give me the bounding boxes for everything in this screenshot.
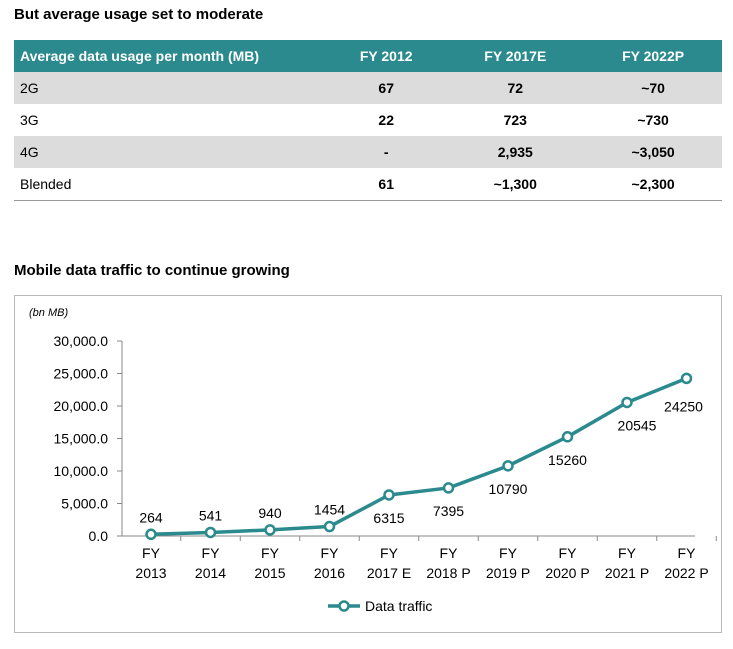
data-label: 6315 [373,510,404,526]
table-row: 4G - 2,935 ~3,050 [14,136,722,168]
x-tick-label: FY 2018 P [426,545,470,581]
data-label: 15260 [548,452,587,468]
chart-title: Mobile data traffic to continue growing [14,262,290,279]
y-unit-label: (bn MB) [29,307,68,319]
header-metric: Average data usage per month (MB) [14,40,326,72]
y-tick-label: 15,000.0 [54,431,109,447]
x-tick-label: FY 2016 [314,545,345,581]
header-fy2022p: FY 2022P [584,40,722,72]
data-label: 264 [139,509,163,525]
data-point [442,482,455,494]
legend-label: Data traffic [365,598,432,614]
data-label: 1454 [314,502,345,518]
cell-value: - [326,136,447,168]
row-label: 4G [14,136,326,168]
y-tick-label: 30,000.0 [54,333,109,349]
x-tick-label: FY 2020 P [545,545,589,581]
legend-marker [338,600,350,612]
cell-value: ~3,050 [584,136,722,168]
data-point [264,524,276,536]
data-point [561,431,574,443]
header-fy2017e: FY 2017E [446,40,585,72]
cell-value: ~730 [637,112,669,128]
data-point [145,528,157,541]
cell-value: 22 [378,112,394,128]
y-tick-label: 20,000.0 [54,398,109,414]
table-header-row: Average data usage per month (MB) FY 201… [14,40,722,72]
data-label: 7395 [433,503,464,519]
data-label: 20545 [618,417,657,433]
x-tick-label: FY 2022 P [664,545,708,581]
data-label: 24250 [664,398,703,414]
cell-value: ~2,300 [584,168,722,201]
table-row: Blended 61 ~1,300 ~2,300 [14,168,722,201]
cell-value: 61 [326,168,447,201]
x-tick-label: FY 2017 E [367,545,411,581]
table-title: But average usage set to moderate [14,6,264,23]
data-point [502,460,514,472]
x-tick-label: FY 2021 P [605,545,649,581]
data-label: 10790 [489,481,528,497]
usage-table: Average data usage per month (MB) FY 201… [14,40,722,201]
y-tick-label: 5,000.0 [61,496,108,512]
x-tick-label: FY 2013 [135,545,166,581]
header-fy2012: FY 2012 [326,40,447,72]
row-label: 2G [14,72,326,104]
x-tick-label: FY 2015 [254,545,285,581]
data-point [383,489,395,501]
y-tick-label: 25,000.0 [54,366,109,382]
line-chart: (bn MB) 0.0 5,000.0 10,000.0 15,000.0 20,000.… [14,295,722,633]
data-label: 940 [258,505,282,521]
y-tick-label: 0.0 [89,528,109,544]
cell-value: 723 [503,112,527,128]
cell-value: ~70 [584,72,722,104]
x-tick-label: FY 2014 [195,545,226,581]
cell-value: 67 [326,72,447,104]
cell-value: 2,935 [446,136,585,168]
cell-value: ~1,300 [446,168,585,201]
x-tick-label: FY 2019 P [486,545,530,581]
chart-canvas: (bn MB) 0.0 5,000.0 10,000.0 15,000.0 20,000.… [29,307,717,614]
cell-value: 72 [446,72,585,104]
table-row: 3G 22 723 ~730 [14,104,722,136]
data-label: 541 [199,507,223,523]
y-tick-label: 10,000.0 [54,463,109,479]
data-point [323,520,336,533]
row-label: Blended [14,168,326,201]
row-label: 3G [20,112,39,128]
data-point [621,396,633,409]
table-row: 2G 67 72 ~70 [14,72,722,104]
data-point [204,526,217,539]
series-line-data-traffic [150,376,688,537]
data-point [680,372,693,385]
